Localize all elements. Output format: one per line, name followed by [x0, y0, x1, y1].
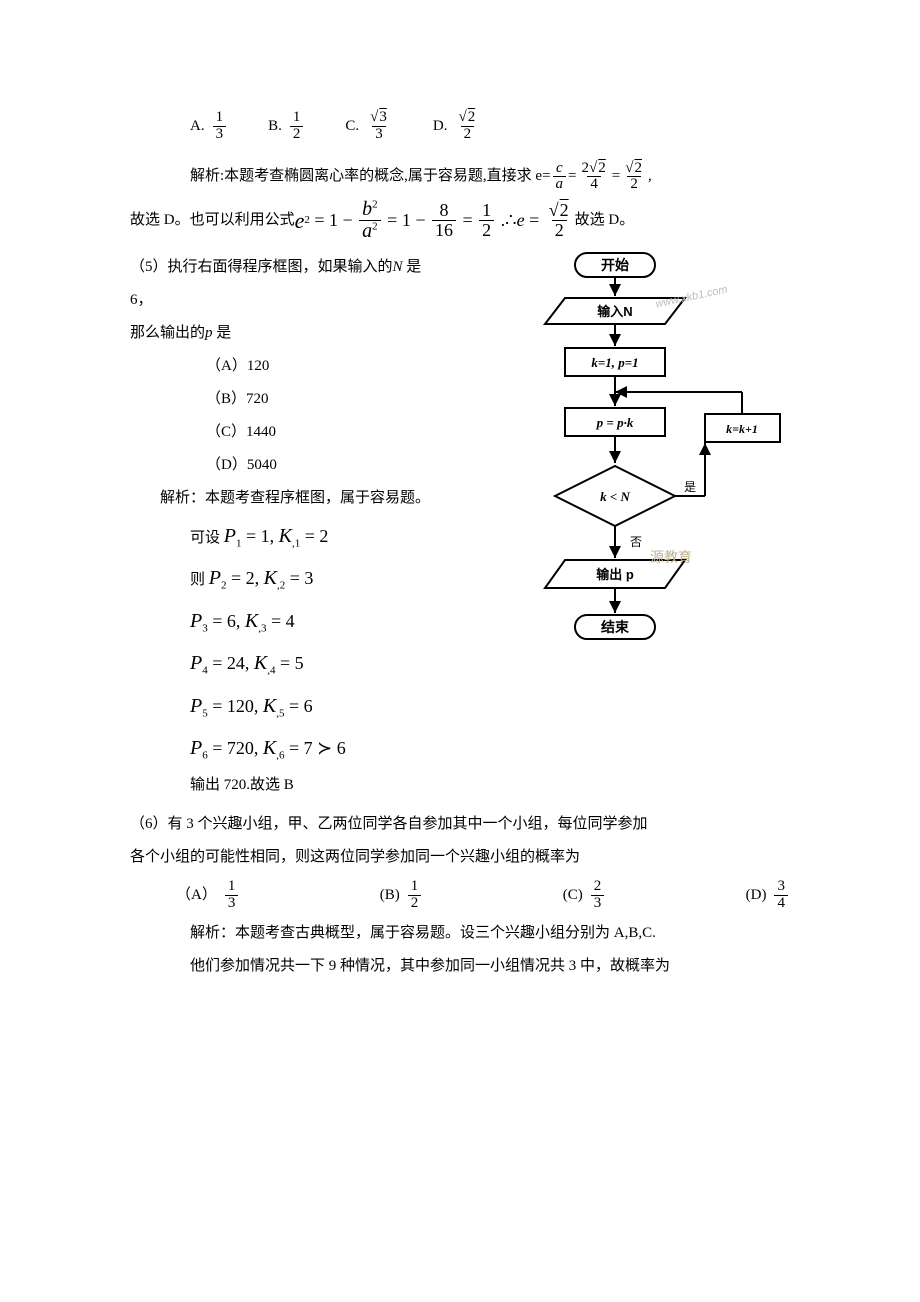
fraction: b2 a2 [359, 199, 381, 242]
fraction: 1 3 [225, 879, 239, 912]
q4-option-B: B. 1 2 [268, 110, 305, 143]
q6-option-A: （A） 1 3 [176, 879, 240, 912]
flowchart-svg: 开始 输入N k=1, p=1 p = p·k k < N 是 k=k+1 [475, 248, 790, 668]
q5-option-C: （C）1440 [130, 419, 465, 446]
option-label: D. [433, 113, 448, 140]
fraction: √3 3 [367, 110, 391, 143]
option-label: (D) [746, 882, 767, 909]
fraction: 1 2 [479, 201, 494, 240]
q4-options: A. 1 3 B. 1 2 C. √3 3 D. √2 2 [130, 110, 790, 143]
q5-output-line: 输出 720.故选 B [130, 772, 465, 799]
q5-step-line: P4 = 24, K,4 = 5 [130, 645, 465, 681]
analysis-text: 故选 D。 [575, 207, 635, 234]
watermark-text: 源教育 [650, 546, 692, 571]
fraction: 3 4 [774, 879, 788, 912]
q5-step-line: P3 = 6, K,3 = 4 [130, 603, 465, 639]
option-label: A. [190, 113, 205, 140]
q6-option-D: (D) 3 4 [746, 879, 790, 912]
q6-option-B: (B) 1 2 [380, 879, 424, 912]
fraction: 2 3 [591, 879, 605, 912]
q4-option-A: A. 1 3 [190, 110, 228, 143]
q6-stem-line2: 各个小组的可能性相同，则这两位同学参加同一个兴趣小组的概率为 [130, 844, 790, 871]
flow-init: k=1, p=1 [591, 355, 638, 370]
analysis-text: 故选 D。也可以利用公式 [130, 207, 295, 234]
fraction: √2 2 [546, 201, 573, 240]
option-label: (B) [380, 882, 400, 909]
q5-analysis: 解析：本题考查程序框图，属于容易题。 [130, 485, 465, 512]
q4-option-C: C. √3 3 [345, 110, 393, 143]
q5-step-line: P6 = 720, K,6 = 7 ≻ 6 [130, 730, 465, 766]
q4-analysis-line2: 故选 D。也可以利用公式 e2 = 1 − b2 a2 = 1 − 8 16 =… [130, 199, 790, 242]
option-label: B. [268, 113, 282, 140]
q6-stem-line1: （6）有 3 个兴趣小组，甲、乙两位同学各自参加其中一个小组，每位同学参加 [130, 811, 790, 838]
formula-e-squared: e2 = 1 − b2 a2 = 1 − 8 16 = 1 2 . ∴ e = … [295, 199, 575, 242]
q4-option-D: D. √2 2 [433, 110, 481, 143]
q5-steps: 可设 P1 = 1, K,1 = 2 则 P2 = 2, K,2 = 3 P3 = … [130, 518, 465, 766]
q5-option-A: （A）120 [130, 353, 465, 380]
flowchart-container: www.xkb1.com 源教育 开始 输入N k=1, p=1 p = p·k [475, 248, 790, 668]
flow-yes: 是 [684, 480, 696, 494]
q5-section: （5）执行右面得程序框图，如果输入的N 是 6， 那么输出的p 是 （A）120… [130, 248, 790, 805]
q5-stem-line3: 那么输出的p 是 [130, 320, 465, 347]
equals: = [612, 163, 620, 190]
q5-step-line: P5 = 120, K,5 = 6 [130, 688, 465, 724]
fraction: 1 2 [290, 110, 304, 143]
flow-output: 输出 p [596, 567, 634, 582]
flow-inc: k=k+1 [726, 422, 758, 436]
fraction: 1 3 [213, 110, 227, 143]
flow-assign: p = p·k [596, 415, 634, 430]
option-label: C. [345, 113, 359, 140]
flow-no: 否 [630, 535, 642, 549]
fraction: 8 16 [432, 201, 456, 240]
q5-option-B: （B）720 [130, 386, 465, 413]
fraction: 1 2 [408, 879, 422, 912]
q5-stem-line1: （5）执行右面得程序框图，如果输入的N 是 [130, 254, 465, 281]
flow-input: 输入N [597, 304, 632, 319]
flow-end: 结束 [601, 619, 630, 635]
fraction: √2 2 [455, 110, 479, 143]
q5-step-line: 可设 P1 = 1, K,1 = 2 [130, 518, 465, 554]
flow-start: 开始 [601, 257, 629, 273]
q6-analysis-line1: 解析：本题考查古典概型，属于容易题。设三个兴趣小组分别为 A,B,C. [130, 920, 790, 947]
q6-analysis-line2: 他们参加情况共一下 9 种情况，其中参加同一小组情况共 3 中，故概率为 [130, 953, 790, 980]
fraction: 2√2 4 [579, 161, 610, 194]
analysis-text: 解析:本题考查椭圆离心率的概念,属于容易题,直接求 e= [190, 163, 551, 190]
fraction: √2 2 [622, 161, 646, 194]
equals: = [568, 163, 576, 190]
q4-analysis-line1: 解析:本题考查椭圆离心率的概念,属于容易题,直接求 e= c a = 2√2 4… [130, 161, 790, 194]
q6-options: （A） 1 3 (B) 1 2 (C) 2 3 (D) 3 4 [130, 879, 790, 912]
fraction-c-over-a: c a [553, 161, 567, 194]
option-label: （A） [176, 882, 217, 909]
q6-option-C: (C) 2 3 [563, 879, 607, 912]
q5-text-column: （5）执行右面得程序框图，如果输入的N 是 6， 那么输出的p 是 （A）120… [130, 248, 465, 805]
comma: , [648, 163, 652, 190]
q5-stem-line2: 6， [130, 287, 465, 314]
q5-option-D: （D）5040 [130, 452, 465, 479]
flow-cond: k < N [600, 489, 630, 504]
option-label: (C) [563, 882, 583, 909]
q5-step-line: 则 P2 = 2, K,2 = 3 [130, 560, 465, 596]
